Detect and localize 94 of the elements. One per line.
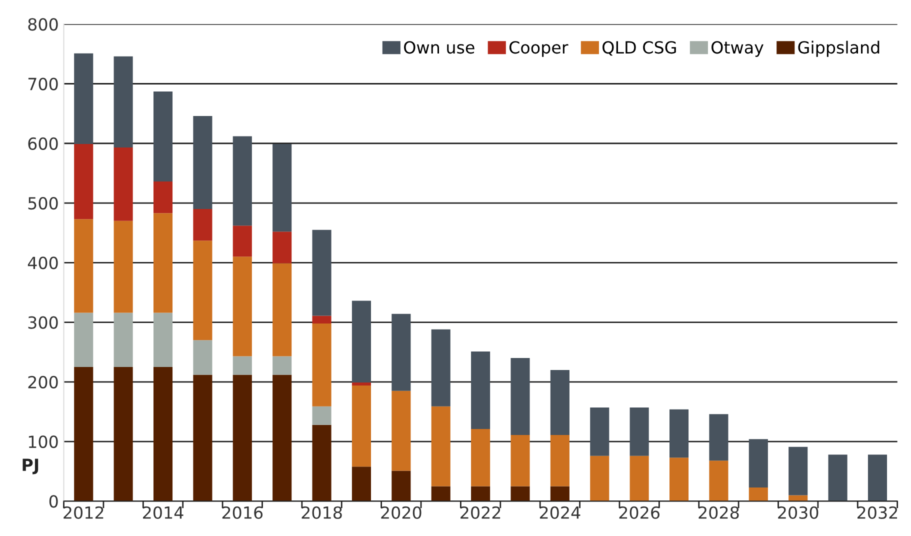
bar	[630, 408, 649, 456]
bar	[114, 366, 133, 502]
bar	[669, 458, 689, 502]
x-tick-label: 2032	[858, 506, 898, 519]
bar	[352, 466, 371, 502]
bar	[788, 495, 808, 502]
bar	[709, 414, 728, 461]
bar	[74, 144, 94, 220]
bar	[669, 409, 689, 458]
x-tick-label: 2022	[460, 506, 500, 519]
x-tick-label: 2024	[540, 506, 580, 519]
bar	[788, 446, 808, 496]
x-tick-label: 2016	[222, 506, 263, 519]
bar	[232, 374, 252, 502]
bar	[550, 370, 570, 435]
bar	[114, 56, 133, 148]
bar	[550, 434, 570, 486]
bar	[630, 456, 649, 502]
bar	[74, 312, 94, 367]
x-tick-label: 2012	[64, 506, 104, 519]
bar	[272, 263, 292, 356]
bar	[153, 366, 173, 502]
x-tick-label: 2020	[381, 506, 422, 519]
x-tick-label: 2030	[778, 506, 818, 519]
bar	[748, 439, 768, 488]
bar	[312, 316, 332, 324]
legend-label: Otway	[712, 41, 764, 57]
y-axis-title: PJ	[22, 458, 38, 474]
bar	[590, 456, 610, 502]
bar	[392, 314, 411, 391]
bar	[232, 356, 252, 375]
y-tick-label: 800	[28, 18, 58, 31]
y-tick-label: 200	[28, 376, 58, 388]
bar	[352, 385, 371, 467]
bar	[471, 486, 490, 502]
y-tick-label: 0	[49, 495, 58, 508]
bar	[153, 312, 173, 367]
y-tick-label: 500	[28, 196, 58, 210]
bar	[510, 486, 530, 502]
bar	[74, 53, 94, 144]
bar	[272, 356, 292, 375]
bar	[352, 300, 371, 382]
bar	[193, 208, 212, 241]
bar	[74, 219, 94, 313]
bar	[153, 92, 173, 182]
bar	[114, 148, 133, 221]
x-tick-label: 2026	[619, 506, 660, 519]
bar	[392, 470, 411, 502]
bar	[193, 340, 212, 375]
bar	[114, 220, 133, 313]
bar	[471, 351, 490, 430]
bar	[232, 226, 252, 257]
bar	[868, 454, 888, 502]
y-tick-label: 400	[28, 256, 58, 270]
bar	[312, 406, 332, 425]
bar	[114, 312, 133, 367]
bar	[471, 429, 490, 486]
legend-label: Gippsland	[798, 40, 880, 57]
bar	[510, 358, 530, 435]
legend-label: Cooper	[509, 41, 568, 57]
bar	[153, 213, 173, 313]
y-tick-label: 600	[28, 137, 58, 150]
bar	[431, 406, 450, 486]
bar	[709, 460, 728, 502]
bar	[193, 240, 212, 340]
legend-label: QLD CSG	[602, 41, 676, 56]
bar	[232, 256, 252, 356]
bar	[272, 232, 292, 264]
y-tick-label: 700	[28, 78, 58, 90]
y-tick-label: 100	[28, 435, 58, 448]
bar	[153, 182, 173, 214]
bar	[510, 434, 530, 486]
bar	[193, 374, 212, 502]
y-tick-label: 300	[28, 316, 58, 329]
bar	[74, 366, 94, 502]
bar	[352, 382, 371, 386]
bar	[232, 136, 252, 226]
bar	[272, 144, 292, 232]
bar	[748, 487, 768, 502]
legend-label: Own use	[404, 41, 474, 54]
bar	[312, 230, 332, 316]
x-tick-label: 2018	[302, 506, 342, 519]
bar	[431, 329, 450, 406]
bar	[312, 323, 332, 406]
bar	[272, 374, 292, 502]
bar	[392, 390, 411, 471]
bar	[590, 408, 610, 456]
x-tick-label: 2014	[143, 506, 184, 519]
bar	[550, 486, 570, 502]
bar	[312, 424, 332, 502]
bar	[431, 486, 450, 502]
bar	[193, 116, 212, 209]
bar	[828, 454, 848, 502]
x-tick-label: 2028	[698, 506, 739, 519]
